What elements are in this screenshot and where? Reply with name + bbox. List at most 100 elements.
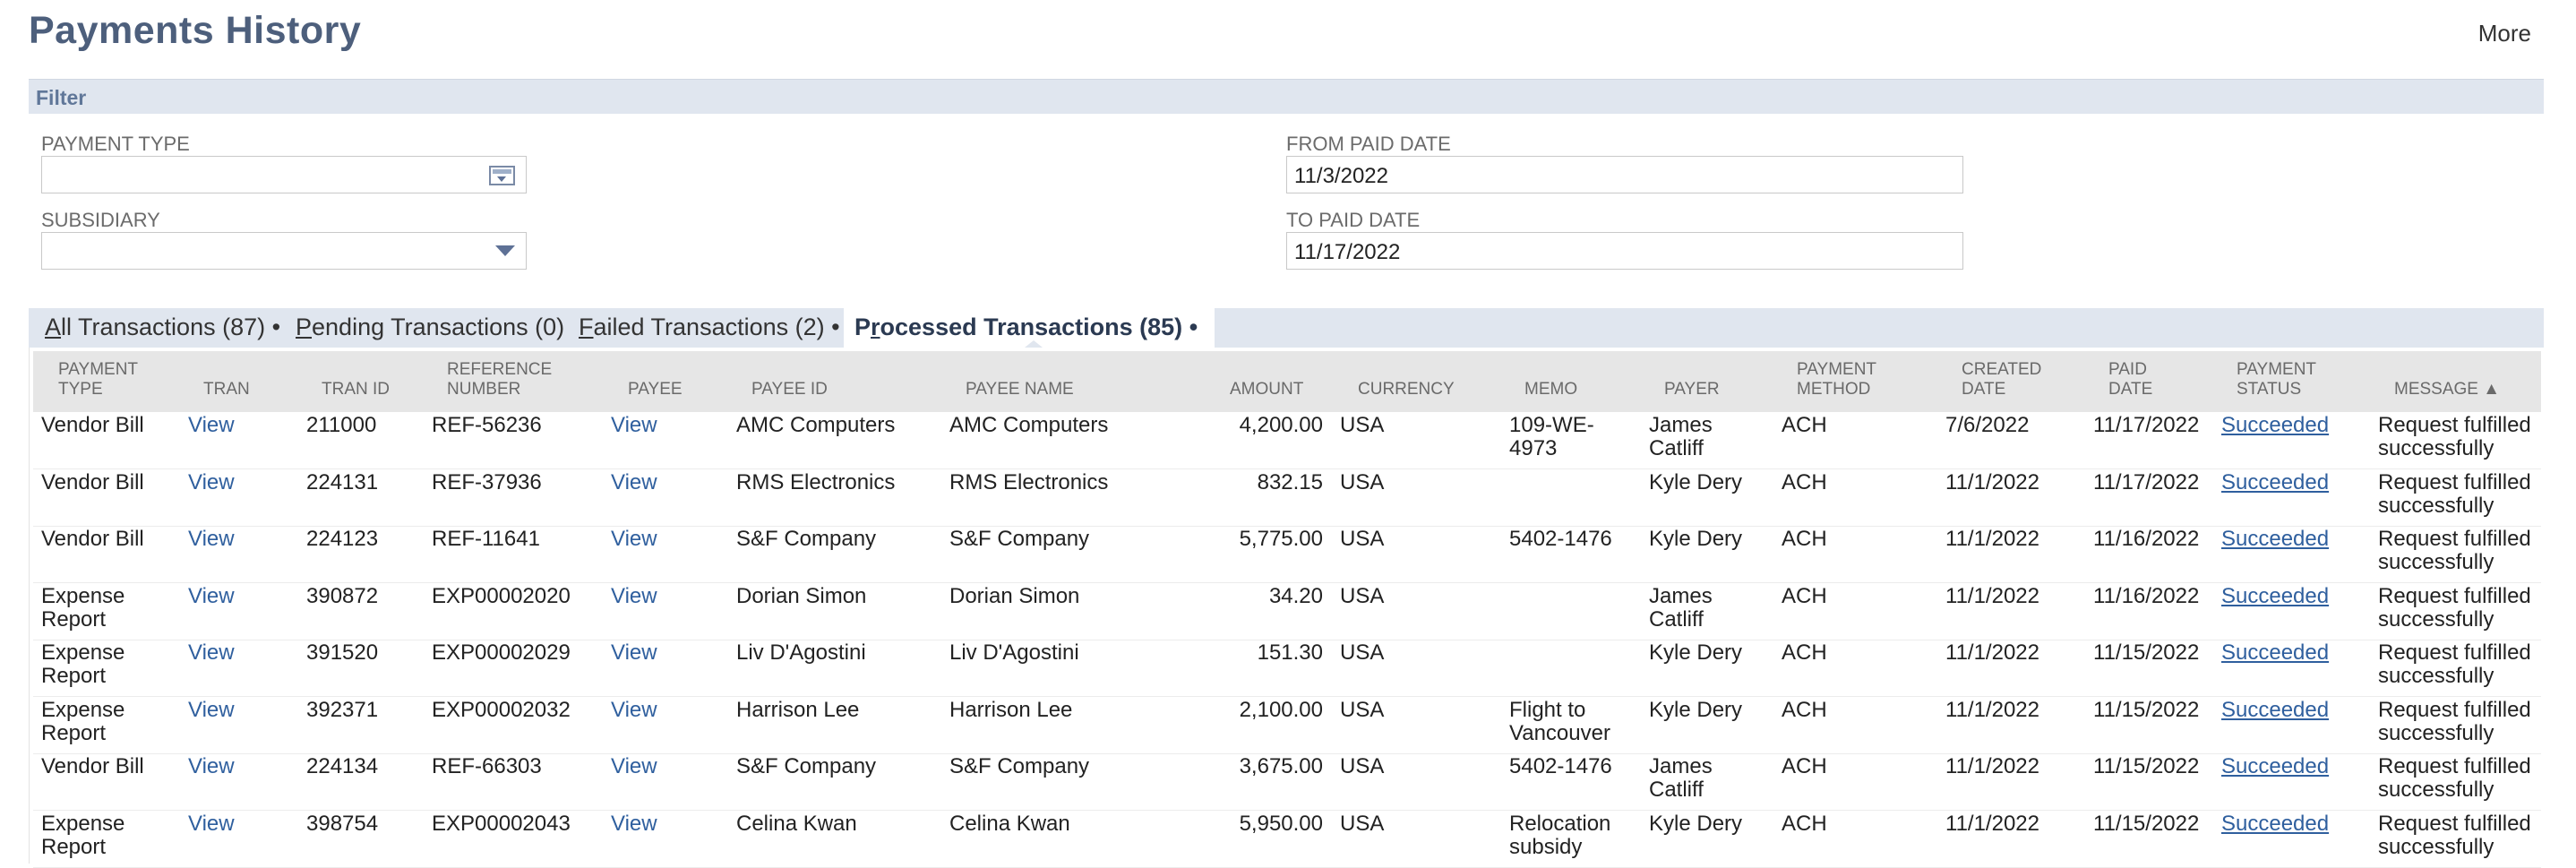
- tab-bullet: •: [831, 314, 840, 340]
- cell-payment-type: Expense Report: [41, 640, 125, 688]
- view-payee-link[interactable]: View: [611, 527, 657, 551]
- table-row[interactable]: Vendor Bill View 224134 REF-66303 View S&F Co…: [33, 753, 2541, 811]
- cell-payee-name: AMC Computers: [949, 413, 1109, 437]
- cell-amount: 34.20: [1268, 583, 1323, 608]
- view-payee-link[interactable]: View: [611, 697, 657, 722]
- cell-payment-method: ACH: [1782, 469, 1827, 494]
- cell-message: Request fulfilled successfully: [2378, 754, 2531, 802]
- cell-message: Request fulfilled successfully: [2378, 469, 2531, 518]
- cell-created-date: 11/1/2022: [1945, 811, 2039, 836]
- column-header-amount[interactable]: AMOUNT: [1230, 380, 1304, 399]
- more-button[interactable]: More: [2477, 20, 2531, 47]
- cell-payment-type: Vendor Bill: [41, 527, 144, 551]
- view-transaction-link[interactable]: View: [188, 413, 235, 437]
- cell-message: Request fulfilled successfully: [2378, 811, 2531, 859]
- cell-payment-method: ACH: [1782, 640, 1827, 665]
- column-header-reference-number[interactable]: REFERENCE NUMBER: [447, 360, 553, 399]
- cell-reference-number: EXP00002029: [432, 640, 571, 665]
- view-payee-link[interactable]: View: [611, 811, 657, 836]
- cell-tran-id: 391520: [306, 640, 379, 665]
- view-payee-link[interactable]: View: [611, 640, 657, 665]
- subsidiary-select[interactable]: [41, 232, 527, 270]
- tab-failed-transactions[interactable]: Failed Transactions (2) •: [579, 314, 840, 341]
- view-transaction-link[interactable]: View: [188, 469, 235, 494]
- view-transaction-link[interactable]: View: [188, 583, 235, 608]
- view-payee-link[interactable]: View: [611, 413, 657, 437]
- table-row[interactable]: Expense Report View 390872 EXP00002020 View Do…: [33, 583, 2541, 640]
- cell-amount: 4,200.00: [1239, 413, 1323, 437]
- cell-memo: Relocation subsidy: [1509, 811, 1611, 859]
- tab-processed-transactions[interactable]: Processed Transactions (85) •: [854, 314, 1198, 341]
- column-header-tran-id[interactable]: TRAN ID: [322, 380, 390, 399]
- view-transaction-link[interactable]: View: [188, 640, 235, 665]
- view-transaction-link[interactable]: View: [188, 811, 235, 836]
- cell-payer: Kyle Dery: [1649, 697, 1743, 722]
- column-header-payment-status[interactable]: PAYMENT STATUS: [2237, 360, 2317, 399]
- cell-payee-id: S&F Company: [736, 527, 877, 551]
- view-transaction-link[interactable]: View: [188, 527, 235, 551]
- cell-created-date: 11/1/2022: [1945, 469, 2039, 494]
- column-header-tran[interactable]: TRAN: [203, 380, 250, 399]
- column-header-payer[interactable]: PAYER: [1664, 380, 1720, 399]
- table-row[interactable]: Expense Report View 391520 EXP00002029 View Li…: [33, 640, 2541, 697]
- column-header-payee[interactable]: PAYEE: [628, 380, 683, 399]
- cell-payer: James Catliff: [1649, 754, 1713, 802]
- table-row[interactable]: Vendor Bill View 224123 REF-11641 View S&F Co…: [33, 526, 2541, 583]
- payment-status-link[interactable]: Succeeded: [2221, 754, 2330, 778]
- payment-status-link[interactable]: Succeeded: [2221, 811, 2330, 836]
- cell-memo: 5402-1476: [1509, 754, 1612, 778]
- tab-access-key: P: [296, 314, 313, 340]
- cell-paid-date: 11/15/2022: [2093, 697, 2200, 722]
- column-header-message[interactable]: MESSAGE ▲: [2394, 380, 2501, 399]
- cell-payee-id: AMC Computers: [736, 413, 896, 437]
- filter-header[interactable]: Filter: [29, 79, 2544, 114]
- chevron-down-icon[interactable]: [494, 245, 516, 257]
- cell-payee-id: RMS Electronics: [736, 469, 896, 494]
- payment-status-link[interactable]: Succeeded: [2221, 697, 2330, 722]
- payment-type-select[interactable]: [41, 156, 527, 193]
- view-payee-link[interactable]: View: [611, 754, 657, 778]
- cell-memo: 5402-1476: [1509, 527, 1612, 551]
- column-header-currency[interactable]: CURRENCY: [1358, 380, 1455, 399]
- table-row[interactable]: Vendor Bill View 224131 REF-37936 View RMS El…: [33, 469, 2541, 527]
- column-header-payee-id[interactable]: PAYEE ID: [751, 380, 828, 399]
- to-paid-date-label: TO PAID DATE: [1286, 209, 1421, 231]
- cell-paid-date: 11/16/2022: [2093, 583, 2200, 608]
- view-transaction-link[interactable]: View: [188, 754, 235, 778]
- transactions-table: PAYMENT TYPE TRAN TRAN ID REFERENCE NUMBER PAY…: [29, 348, 2545, 868]
- payment-status-link[interactable]: Succeeded: [2221, 640, 2330, 665]
- payment-status-link[interactable]: Succeeded: [2221, 469, 2330, 494]
- column-header-memo[interactable]: MEMO: [1524, 380, 1578, 399]
- tab-all-transactions[interactable]: All Transactions (87) •: [45, 314, 280, 341]
- column-header-payee-name[interactable]: PAYEE NAME: [966, 380, 1074, 399]
- cell-memo: 109-WE- 4973: [1509, 413, 1594, 460]
- view-payee-link[interactable]: View: [611, 469, 657, 494]
- cell-paid-date: 11/16/2022: [2093, 527, 2200, 551]
- to-paid-date-input[interactable]: 11/17/2022: [1286, 232, 1963, 270]
- payment-type-label: PAYMENT TYPE: [41, 133, 190, 155]
- tab-label: ailed Transactions (2): [593, 314, 825, 340]
- table-header-row: PAYMENT TYPE TRAN TRAN ID REFERENCE NUMBER PAY…: [33, 351, 2541, 412]
- column-header-payment-type[interactable]: PAYMENT TYPE: [58, 360, 139, 399]
- cell-payee-name: S&F Company: [949, 527, 1090, 551]
- cell-message: Request fulfilled successfully: [2378, 413, 2531, 460]
- payment-status-link[interactable]: Succeeded: [2221, 583, 2330, 608]
- payment-status-link[interactable]: Succeeded: [2221, 413, 2330, 437]
- table-row[interactable]: Expense Report View 398754 EXP00002043 View Ce…: [33, 811, 2541, 868]
- column-header-created-date[interactable]: CREATED DATE: [1962, 360, 2042, 399]
- multiselect-icon[interactable]: [489, 165, 516, 186]
- cell-currency: USA: [1340, 640, 1385, 665]
- payment-status-link[interactable]: Succeeded: [2221, 527, 2330, 551]
- tab-pending-transactions[interactable]: Pending Transactions (0): [296, 314, 564, 341]
- column-header-payment-method[interactable]: PAYMENT METHOD: [1797, 360, 1877, 399]
- from-paid-date-input[interactable]: 11/3/2022: [1286, 156, 1963, 193]
- cell-tran-id: 390872: [306, 583, 379, 608]
- view-payee-link[interactable]: View: [611, 583, 657, 608]
- table-row[interactable]: Vendor Bill View 211000 REF-56236 View AMC Co…: [33, 412, 2541, 469]
- view-transaction-link[interactable]: View: [188, 697, 235, 722]
- column-header-paid-date[interactable]: PAID DATE: [2108, 360, 2153, 399]
- page-title: Payments History: [29, 9, 362, 52]
- cell-tran-id: 392371: [306, 697, 379, 722]
- table-row[interactable]: Expense Report View 392371 EXP00002032 View Ha…: [33, 697, 2541, 754]
- from-paid-date-label: FROM PAID DATE: [1286, 133, 1451, 155]
